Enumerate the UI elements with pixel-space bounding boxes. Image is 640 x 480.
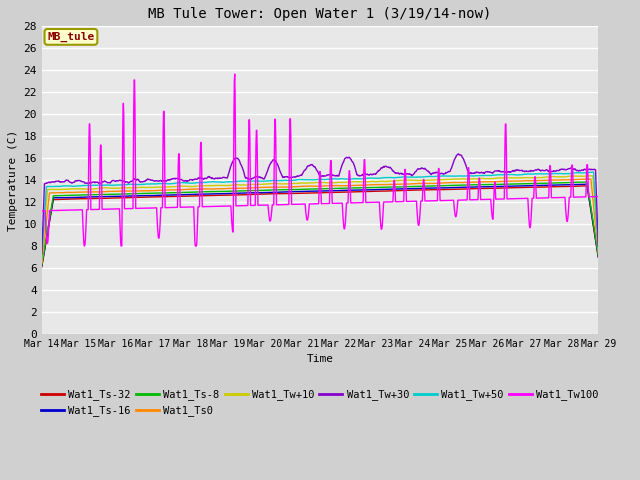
Y-axis label: Temperature (C): Temperature (C) — [8, 130, 18, 231]
Title: MB Tule Tower: Open Water 1 (3/19/14-now): MB Tule Tower: Open Water 1 (3/19/14-now… — [148, 7, 492, 21]
Text: MB_tule: MB_tule — [47, 32, 95, 42]
X-axis label: Time: Time — [307, 354, 333, 364]
Legend: Wat1_Ts-32, Wat1_Ts-16, Wat1_Ts-8, Wat1_Ts0, Wat1_Tw+10, Wat1_Tw+30, Wat1_Tw+50,: Wat1_Ts-32, Wat1_Ts-16, Wat1_Ts-8, Wat1_… — [37, 385, 603, 420]
